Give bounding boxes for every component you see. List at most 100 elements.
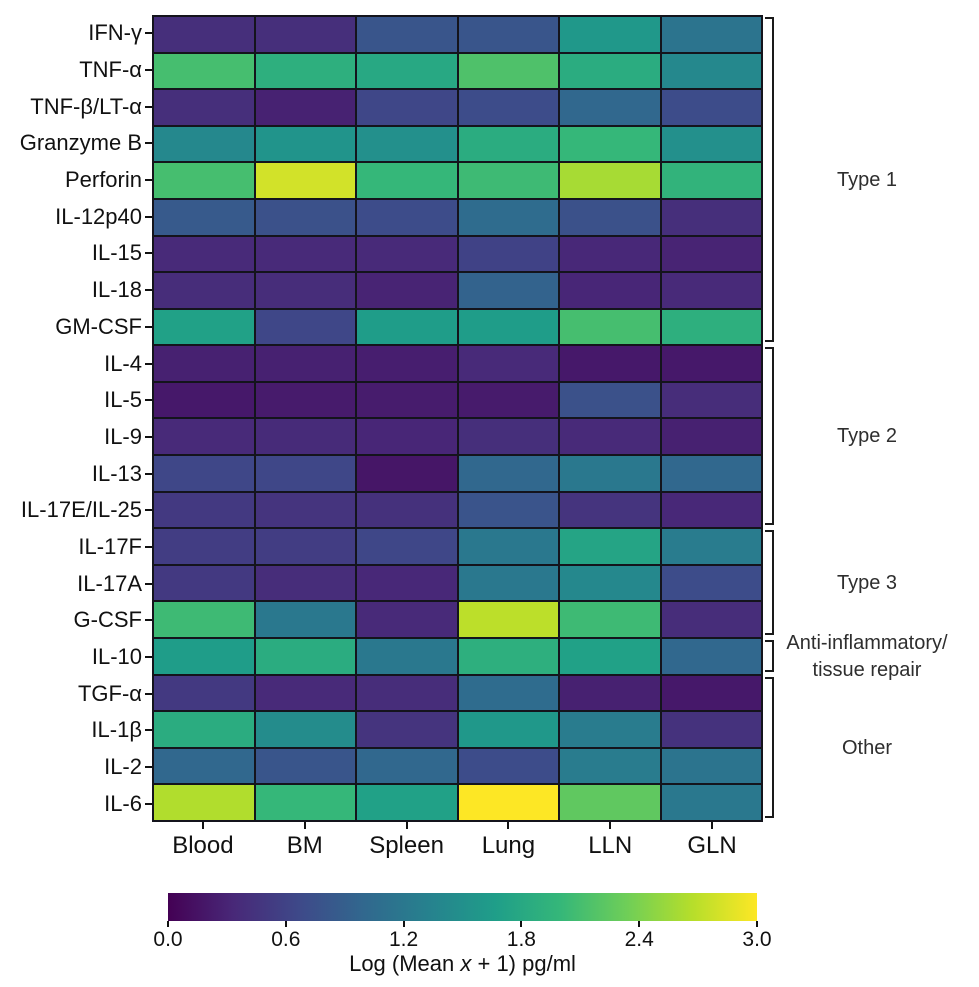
heatmap-cell [560,90,660,125]
row-label: IL-2 [0,749,152,786]
heatmap-cell [357,199,457,235]
heatmap-cell [154,602,254,638]
colorbar-title-variable: x [460,951,472,976]
heatmap-cell [357,17,457,52]
row-axis-labels: IFN-γ TNF-α TNF-β/LT-α Granzyme B Perforin IL… [0,15,152,822]
colorbar-tick-label: 0.0 [153,928,183,951]
column-label: GLN [661,822,763,872]
heatmap-cell [255,492,355,528]
group-bracket [765,530,774,636]
heatmap-cell [560,675,660,711]
row-label: GM-CSF [0,309,152,346]
heatmap-cell [661,492,761,528]
heatmap-cell [661,163,761,198]
heatmap-cell [661,126,761,162]
heatmap-cell [458,17,558,52]
column-label: Spleen [356,822,458,872]
heatmap-cell [357,785,457,820]
heatmap-cell [458,273,558,308]
heatmap-cell [255,419,355,455]
row-label-text: IL-10 [91,644,142,670]
heatmap-cell [661,419,761,455]
colorbar-tick-label: 1.2 [388,928,419,951]
heatmap-cell [560,602,660,638]
heatmap-cell [560,712,660,747]
heatmap-cell [154,309,254,345]
row-label: IL-13 [0,455,152,492]
heatmap-cell [458,456,558,491]
group-label: Type 2 [755,345,979,528]
heatmap-cell [255,529,355,564]
column-label: BM [254,822,356,872]
heatmap-cell [661,675,761,711]
heatmap-cell [458,712,558,747]
heatmap-cell [458,748,558,784]
row-label-text: IL-1β [91,717,142,743]
row-tick-mark [145,435,152,438]
column-tick-mark [405,822,408,829]
group-brackets [765,15,777,822]
row-label: TGF-α [0,675,152,712]
colorbar-tick-mark [638,921,641,927]
heatmap-cell [560,639,660,674]
heatmap-cell [154,53,254,89]
heatmap-cell [560,382,660,418]
heatmap-cell [154,712,254,747]
heatmap-cell [661,639,761,674]
heatmap-cell [560,492,660,528]
heatmap-cell [661,382,761,418]
row-label: IL-1β [0,712,152,749]
row-label: Perforin [0,162,152,199]
heatmap-cell [255,90,355,125]
column-tick-mark [507,822,510,829]
heatmap-cell [560,785,660,820]
row-label-text: TGF-α [77,680,142,706]
heatmap-cell [154,565,254,601]
heatmap-cell [154,163,254,198]
heatmap-cell [357,492,457,528]
row-label: Granzyme B [0,125,152,162]
heatmap-cell [154,236,254,272]
heatmap-cell [255,53,355,89]
group-label-line: Anti-inflammatory/ [786,631,948,654]
column-label-text: BM [286,832,323,859]
group-label-line: Type 2 [836,425,898,448]
row-label-text: IL-6 [104,790,142,816]
heatmap-cell [661,785,761,820]
row-label-text: IL-17E/IL-25 [20,497,142,523]
row-label-text: IL-15 [91,240,142,266]
row-tick-mark [145,656,152,659]
row-label: IL-9 [0,419,152,456]
heatmap-cell [357,456,457,491]
heatmap-cell [661,273,761,308]
group-label: Type 3 [755,529,979,639]
row-label: IL-4 [0,345,152,382]
row-label-text: IL-18 [91,277,142,303]
row-label-text: IL-12p40 [55,203,142,229]
heatmap-cell [154,492,254,528]
column-axis-labels: Blood BM Spleen Lung LLN GLN [152,822,763,872]
heatmap-cell [154,90,254,125]
row-tick-mark [145,142,152,145]
row-label-text: IL-13 [91,460,142,486]
colorbar-tick-mark [402,921,405,927]
row-tick-mark [145,692,152,695]
row-label-text: IL-5 [104,387,142,413]
heatmap-cell [458,529,558,564]
group-label-line: tissue repair [812,658,922,681]
row-label: IL-15 [0,235,152,272]
row-label-text: Perforin [64,167,142,193]
heatmap-cell [255,639,355,674]
colorbar-title-suffix: + 1) pg/ml [471,951,576,976]
row-tick-mark [145,802,152,805]
heatmap-cell [458,419,558,455]
row-tick-mark [145,729,152,732]
heatmap-cell [255,675,355,711]
column-label-text: Blood [172,832,234,859]
row-tick-mark [145,619,152,622]
column-label-text: LLN [588,832,633,859]
heatmap-cell [255,236,355,272]
heatmap-cell [661,748,761,784]
heatmap-cell [255,346,355,381]
row-label: IL-17F [0,529,152,566]
